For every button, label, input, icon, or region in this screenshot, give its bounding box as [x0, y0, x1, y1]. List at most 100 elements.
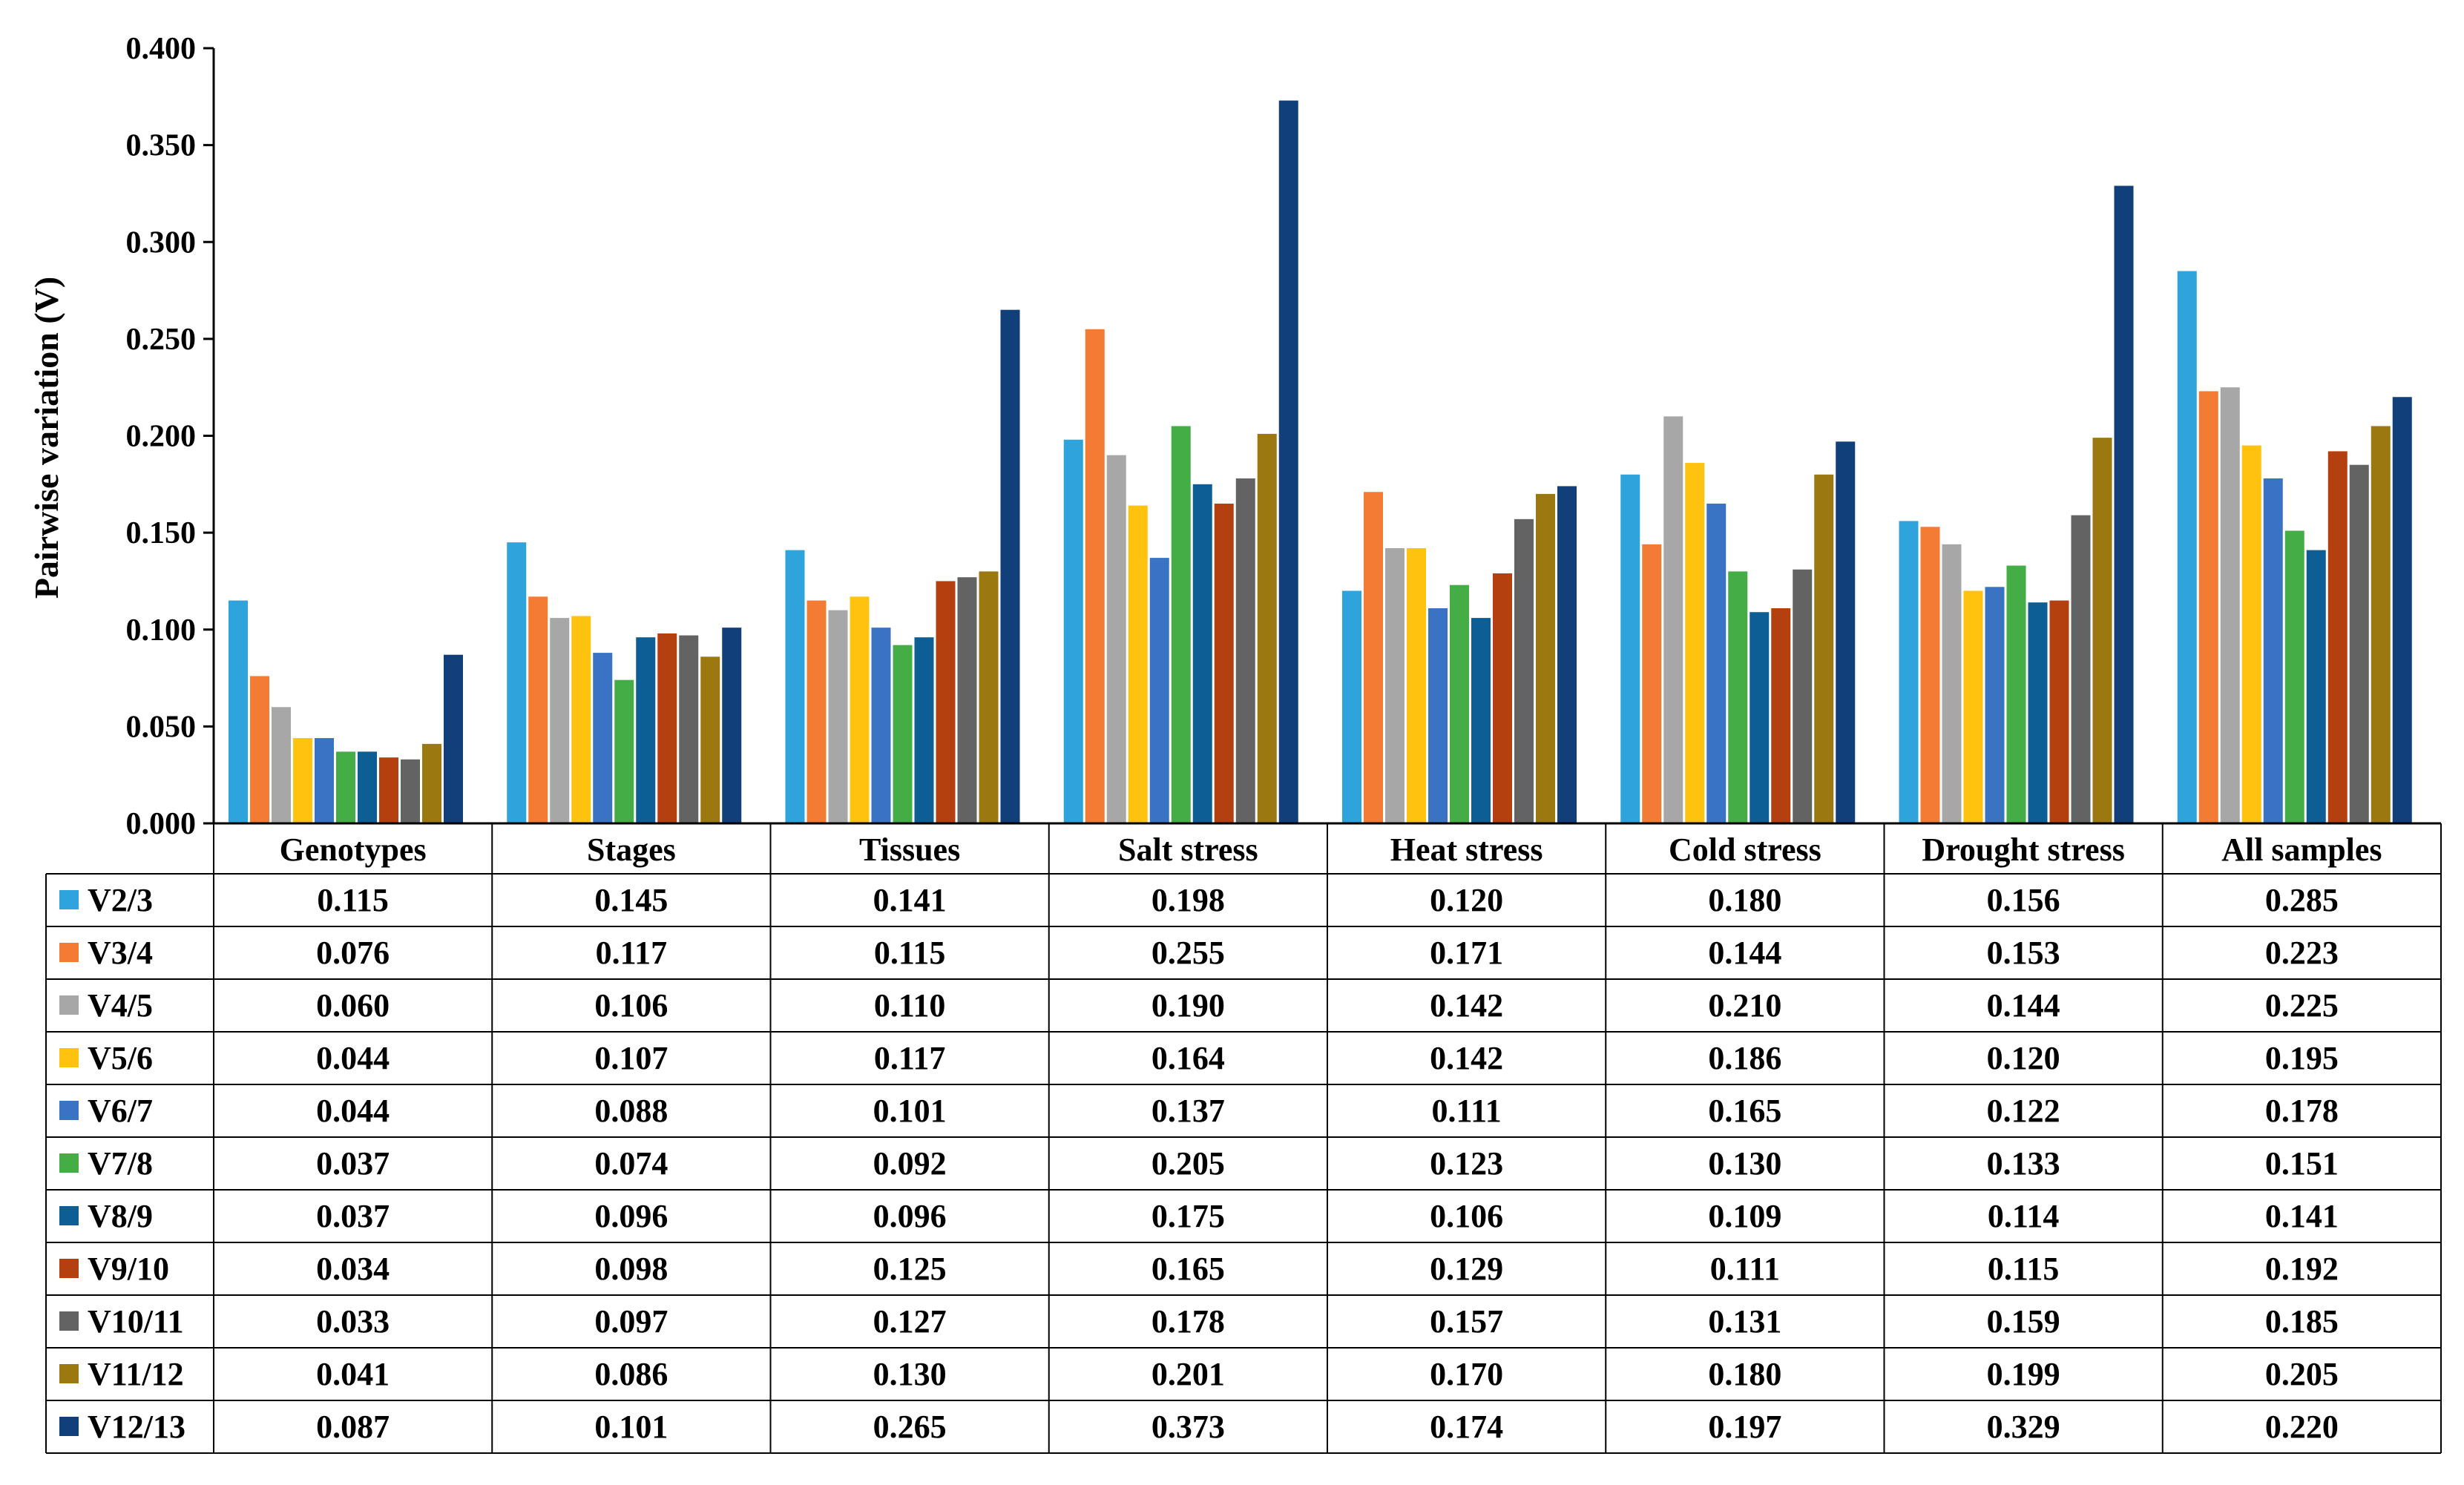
legend-label: V3/4 [88, 935, 153, 971]
category-label: Stages [587, 832, 676, 868]
bar-v3-4-stages [528, 596, 548, 823]
y-tick-label: 0.300 [126, 225, 197, 260]
table-cell-value: 0.205 [2265, 1356, 2339, 1392]
table-cell-value: 0.144 [1987, 987, 2060, 1024]
table-cell-value: 0.130 [1708, 1145, 1781, 1182]
table-cell-value: 0.220 [2265, 1409, 2339, 1445]
bar-v12-13-heat-stress [1557, 486, 1577, 823]
table-cell-value: 0.111 [1710, 1251, 1780, 1287]
legend-swatch [59, 943, 79, 962]
table-cell-value: 0.142 [1430, 1040, 1503, 1076]
y-tick-label: 0.100 [126, 613, 197, 648]
table-cell-value: 0.101 [873, 1093, 947, 1129]
bar-v10-11-heat-stress [1514, 518, 1534, 823]
table-cell-value: 0.178 [2265, 1093, 2339, 1129]
bar-v10-11-drought-stress [2071, 515, 2091, 823]
bar-v4-5-cold-stress [1663, 416, 1683, 823]
bar-v9-10-heat-stress [1493, 573, 1512, 823]
table-cell-value: 0.165 [1151, 1251, 1225, 1287]
bar-v2-3-salt-stress [1063, 439, 1083, 823]
table-cell-value: 0.107 [594, 1040, 668, 1076]
table-cell-value: 0.142 [1430, 987, 1503, 1024]
y-axis-label: Pairwise variation (V) [27, 277, 65, 599]
table-cell-value: 0.190 [1151, 987, 1225, 1024]
bar-v6-7-cold-stress [1706, 503, 1727, 823]
bar-v2-3-drought-stress [1899, 521, 1919, 823]
y-tick-label: 0.150 [126, 516, 197, 550]
table-cell-value: 0.110 [874, 987, 946, 1024]
table-cell-value: 0.044 [316, 1040, 390, 1076]
legend-swatch [59, 1259, 79, 1278]
bar-v8-9-tissues [914, 637, 934, 823]
table-cell-value: 0.137 [1151, 1093, 1225, 1129]
bar-v8-9-cold-stress [1750, 612, 1770, 823]
bar-v6-7-all-samples [2263, 478, 2283, 823]
bar-v5-6-drought-stress [1963, 590, 1983, 823]
y-tick-label: 0.000 [126, 807, 197, 841]
table-cell-value: 0.175 [1151, 1198, 1225, 1234]
table-cell-value: 0.041 [316, 1356, 390, 1392]
bar-v9-10-cold-stress [1771, 608, 1791, 823]
table-cell-value: 0.210 [1708, 987, 1781, 1024]
table-cell-value: 0.133 [1987, 1145, 2060, 1182]
legend-swatch [59, 1101, 79, 1120]
table-cell-value: 0.115 [317, 882, 389, 918]
table-cell-value: 0.106 [594, 987, 668, 1024]
bar-v8-9-salt-stress [1192, 484, 1212, 823]
legend-swatch [59, 1153, 79, 1173]
table-cell-value: 0.156 [1987, 882, 2060, 918]
bar-v9-10-drought-stress [2049, 600, 2069, 823]
bar-v3-4-heat-stress [1364, 492, 1383, 823]
bar-v12-13-drought-stress [2114, 185, 2134, 824]
y-tick-label: 0.250 [126, 323, 197, 357]
bar-v7-8-all-samples [2284, 530, 2304, 823]
category-label: Tissues [859, 832, 960, 868]
bar-v10-11-all-samples [2349, 464, 2369, 823]
table-cell-value: 0.060 [316, 987, 390, 1024]
table-cell-value: 0.185 [2265, 1303, 2339, 1340]
legend-swatch [59, 1311, 79, 1331]
category-label: Drought stress [1922, 832, 2124, 868]
bar-v3-4-genotypes [250, 676, 269, 823]
table-cell-value: 0.223 [2265, 935, 2339, 971]
table-cell-value: 0.127 [873, 1303, 947, 1340]
table-cell-value: 0.114 [1988, 1198, 2060, 1234]
table-cell-value: 0.201 [1151, 1356, 1225, 1392]
bar-v7-8-tissues [893, 645, 913, 823]
table-cell-value: 0.144 [1708, 935, 1781, 971]
bar-v9-10-tissues [936, 581, 956, 823]
table-cell-value: 0.117 [596, 935, 668, 971]
bar-v5-6-tissues [850, 596, 870, 823]
bar-v7-8-heat-stress [1450, 585, 1469, 823]
legend-label: V6/7 [88, 1093, 153, 1129]
bar-v5-6-stages [571, 616, 591, 823]
category-label: Genotypes [280, 832, 427, 868]
table-cell-value: 0.195 [2265, 1040, 2339, 1076]
table-cell-value: 0.115 [1988, 1251, 2060, 1287]
bar-v8-9-all-samples [2306, 550, 2326, 823]
category-label: Salt stress [1118, 832, 1258, 868]
bar-v5-6-genotypes [293, 738, 312, 823]
table-cell-value: 0.074 [594, 1145, 668, 1182]
table-cell-value: 0.096 [594, 1198, 668, 1234]
bar-v3-4-cold-stress [1642, 544, 1662, 823]
table-cell-value: 0.117 [874, 1040, 946, 1076]
category-label: Heat stress [1390, 832, 1543, 868]
table-cell-value: 0.165 [1708, 1093, 1781, 1129]
table-cell-value: 0.205 [1151, 1145, 1225, 1182]
bar-v10-11-tissues [957, 577, 977, 823]
bar-v11-12-tissues [979, 571, 999, 823]
bar-v11-12-all-samples [2371, 426, 2391, 823]
bar-v6-7-heat-stress [1428, 608, 1448, 823]
table-cell-value: 0.037 [316, 1145, 390, 1182]
bar-v7-8-drought-stress [2006, 565, 2026, 823]
table-cell-value: 0.174 [1430, 1409, 1503, 1445]
table-cell-value: 0.198 [1151, 882, 1225, 918]
bar-v2-3-tissues [785, 550, 805, 823]
bar-v2-3-all-samples [2177, 271, 2197, 823]
bar-v3-4-tissues [806, 600, 827, 823]
table-cell-value: 0.180 [1708, 882, 1781, 918]
table-cell-value: 0.285 [2265, 882, 2339, 918]
